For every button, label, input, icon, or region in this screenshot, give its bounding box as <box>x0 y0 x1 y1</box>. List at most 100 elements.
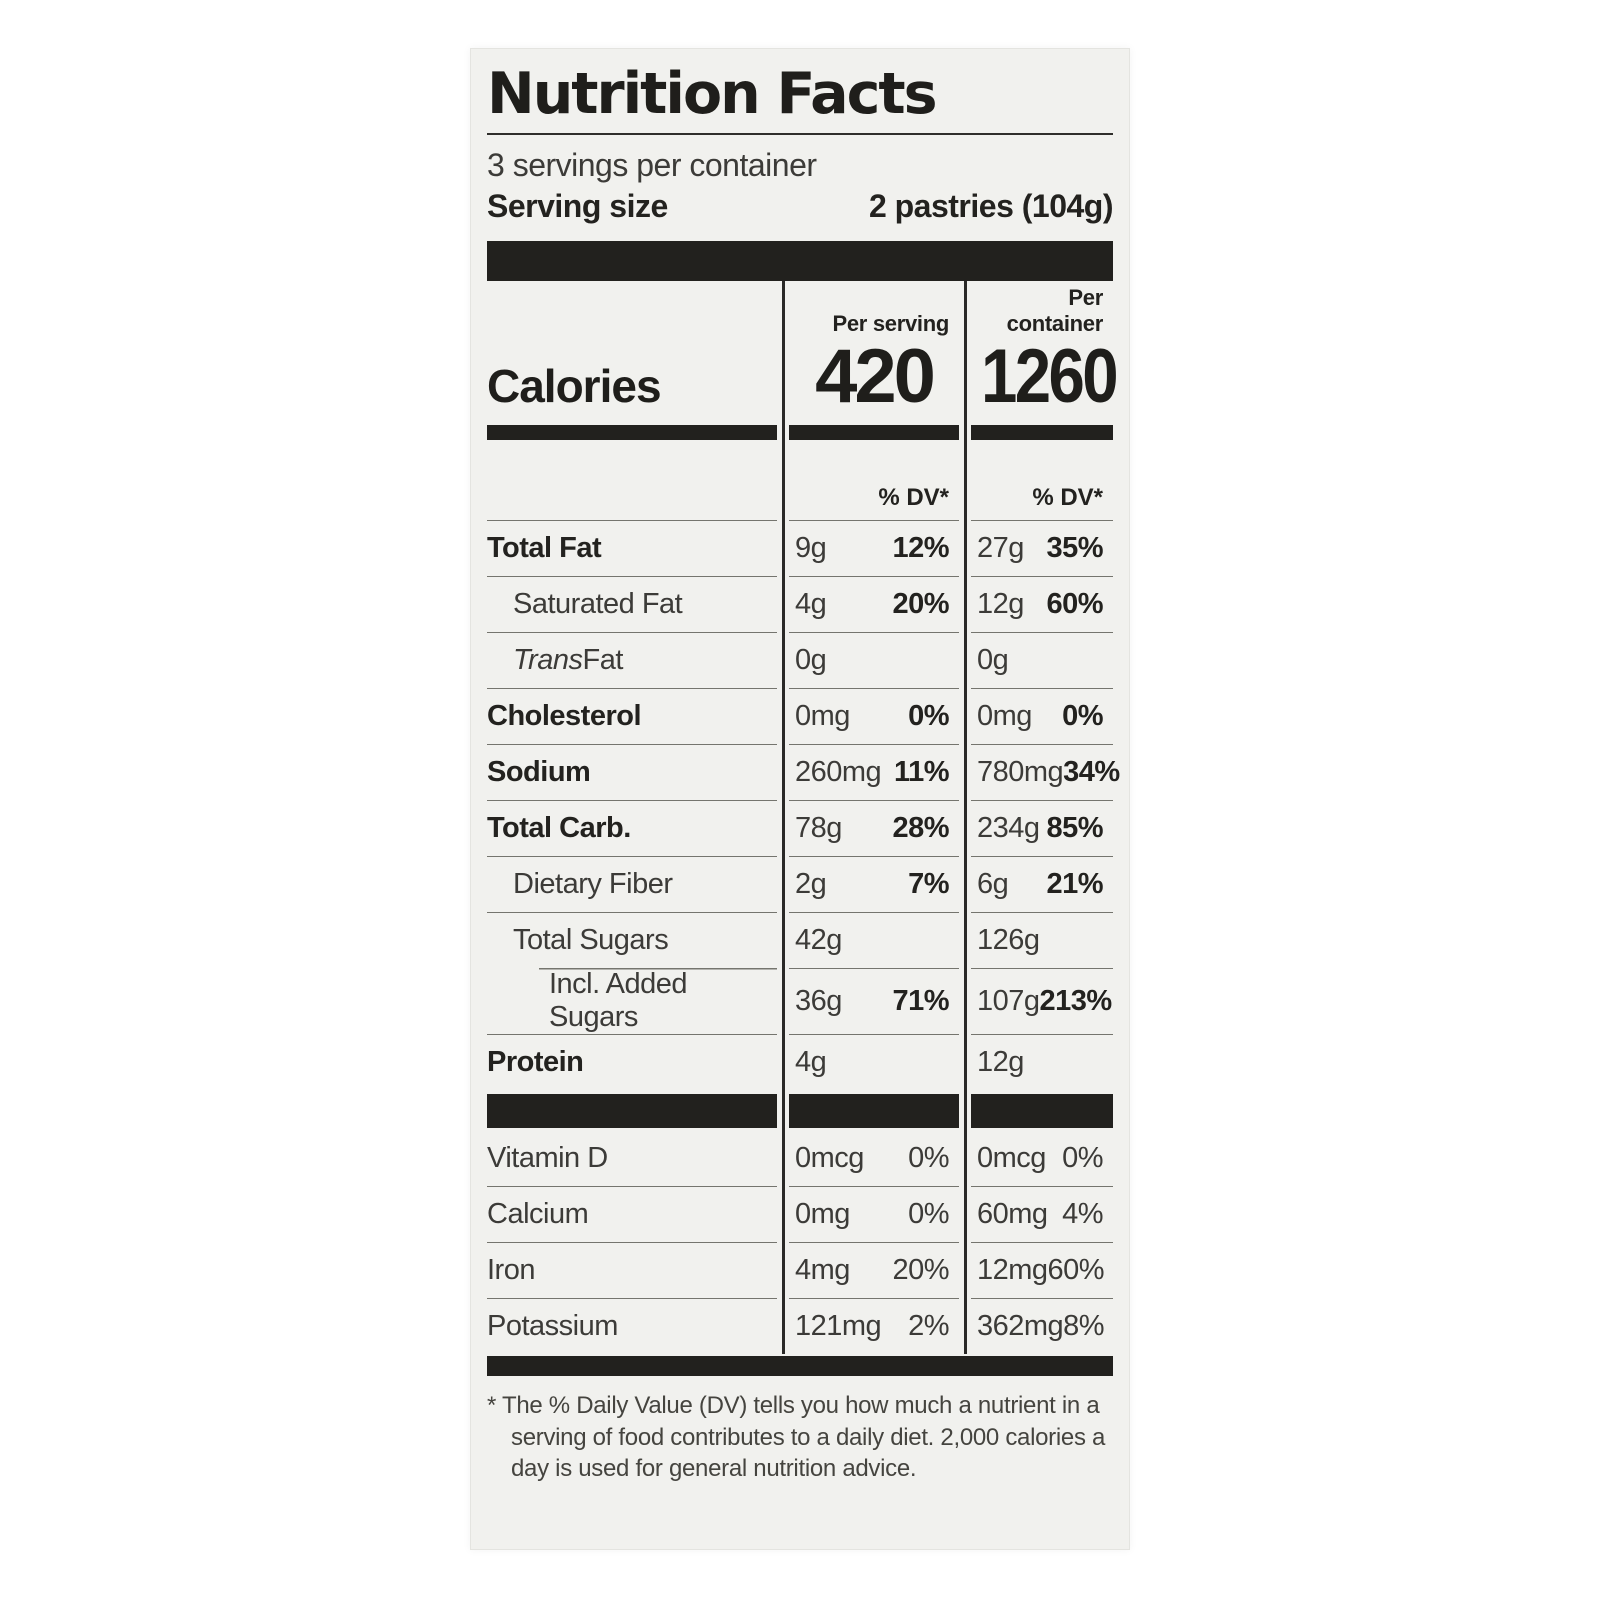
serving-amount: 42g <box>795 924 842 957</box>
nutrient-name: Cholesterol <box>487 688 777 744</box>
serving-cell: 0mcg 0% <box>789 1130 959 1186</box>
nutrient-name-text: Fat <box>582 644 623 677</box>
serving-cell: 4g <box>789 1034 959 1090</box>
nutrient-row: Dietary Fiber 2g 7% 6g 21% <box>487 856 1113 912</box>
vitamin-row: Iron 4mg 20% 12mg 60% <box>487 1242 1113 1298</box>
column-divider-1 <box>782 280 785 1355</box>
serving-dv: 28% <box>892 812 949 845</box>
nutrient-row: Incl. Added Sugars 36g 71% 107g 213% <box>487 968 1113 1035</box>
container-dv: 85% <box>1046 812 1103 845</box>
nutrient-name-italic: Trans <box>513 644 583 677</box>
container-amount: 362mg <box>977 1310 1064 1343</box>
serving-amount: 121mg <box>795 1310 882 1343</box>
nutrient-name-text: Vitamin D <box>487 1141 608 1174</box>
serving-cell: 4mg 20% <box>789 1242 959 1298</box>
vitamin-rows: Vitamin D 0mcg 0% 0mcg 0% Calcium 0mg 0% 60mg 4% I… <box>487 1130 1113 1354</box>
serving-amount: 78g <box>795 812 842 845</box>
column-divider-2 <box>964 280 967 1355</box>
container-cell: 0g <box>971 632 1113 688</box>
container-dv: 34% <box>1063 756 1120 789</box>
container-dv: 60% <box>1046 588 1103 621</box>
serving-amount: 4g <box>795 1046 827 1079</box>
calories-per-serving: 420 <box>815 333 936 419</box>
nutrient-row: Cholesterol 0mg 0% 0mg 0% <box>487 688 1113 744</box>
separator-bar-top <box>487 240 1113 281</box>
daily-value-footnote: * The % Daily Value (DV) tells you how m… <box>487 1392 1106 1483</box>
container-amount: 0g <box>977 644 1009 677</box>
nutrient-row: Total Fat 9g 12% 27g 35% <box>487 520 1113 576</box>
container-dv: 0% <box>1062 700 1103 733</box>
nutrition-facts-label: Nutrition Facts 3 servings per container… <box>470 48 1130 1550</box>
serving-cell: 121mg 2% <box>789 1298 959 1354</box>
container-amount: 0mcg <box>977 1141 1046 1174</box>
bar-segment <box>487 1094 777 1129</box>
nutrient-name-text: Total Sugars <box>513 924 669 957</box>
serving-amount: 0g <box>795 644 827 677</box>
serving-cell: 36g 71% <box>789 968 959 1034</box>
container-amount: 126g <box>977 924 1040 957</box>
serving-amount: 4mg <box>795 1254 850 1287</box>
serving-dv: 0% <box>908 1198 949 1231</box>
serving-cell: 2g 7% <box>789 856 959 912</box>
serving-dv: 20% <box>892 588 949 621</box>
container-cell: 6g 21% <box>971 856 1113 912</box>
container-cell: 126g <box>971 912 1113 968</box>
serving-cell: 4g 20% <box>789 576 959 632</box>
serving-dv: 11% <box>894 756 949 789</box>
serving-dv: 7% <box>908 868 949 901</box>
nutrient-row: Trans Fat 0g 0g <box>487 632 1113 688</box>
container-cell: 12mg 60% <box>971 1242 1113 1298</box>
calories-label: Calories <box>487 360 662 413</box>
container-dv: 8% <box>1063 1310 1105 1343</box>
container-amount: 60mg <box>977 1198 1048 1231</box>
nutrient-row: Saturated Fat 4g 20% 12g 60% <box>487 576 1113 632</box>
serving-size-row: Serving size 2 pastries (104g) <box>487 187 1114 225</box>
container-dv: 35% <box>1046 532 1103 565</box>
container-dv: 60% <box>1047 1254 1105 1287</box>
container-amount: 12g <box>977 588 1024 621</box>
underline-bar <box>789 425 959 441</box>
nutrient-name: Total Fat <box>487 520 777 576</box>
serving-cell: 260mg 11% <box>789 744 959 800</box>
nutrient-name: Dietary Fiber <box>487 856 777 912</box>
serving-amount: 0mg <box>795 1198 850 1231</box>
nutrient-name: Incl. Added Sugars <box>487 968 777 1035</box>
nutrient-row: Total Carb. 78g 28% 234g 85% <box>487 800 1113 856</box>
nutrient-name: Total Carb. <box>487 800 777 856</box>
container-dv: 213% <box>1039 985 1113 1018</box>
calories-underline-bars <box>487 425 1113 441</box>
serving-dv: 71% <box>892 985 949 1018</box>
nutrient-name: Potassium <box>487 1298 777 1354</box>
nutrient-name-text: Protein <box>487 1046 584 1079</box>
container-amount: 234g <box>977 812 1040 845</box>
underline-bar <box>971 425 1113 441</box>
vitamin-row: Vitamin D 0mcg 0% 0mcg 0% <box>487 1130 1113 1186</box>
serving-size-value: 2 pastries (104g) <box>868 187 1114 224</box>
serving-amount: 9g <box>795 532 827 565</box>
container-cell: 27g 35% <box>971 520 1113 576</box>
separator-bar-bottom <box>487 1356 1113 1377</box>
bar-segment <box>971 1094 1113 1129</box>
serving-dv: 2% <box>908 1310 949 1343</box>
nutrient-name: Calcium <box>487 1186 777 1242</box>
nutrient-name: Iron <box>487 1242 777 1298</box>
serving-cell: 78g 28% <box>789 800 959 856</box>
nutrient-name-text: Incl. Added Sugars <box>549 968 688 1034</box>
underline-bar <box>487 425 777 441</box>
nutrient-name-text: Calcium <box>487 1198 589 1231</box>
per-container-header: Per container <box>1006 284 1104 336</box>
vitamin-row: Potassium 121mg 2% 362mg 8% <box>487 1298 1113 1354</box>
per-serving-header: Per serving <box>832 310 949 336</box>
container-cell: 12g 60% <box>971 576 1113 632</box>
container-cell: 60mg 4% <box>971 1186 1113 1242</box>
serving-amount: 0mg <box>795 700 850 733</box>
container-cell: 362mg 8% <box>971 1298 1113 1354</box>
serving-amount: 0mcg <box>795 1141 864 1174</box>
servings-per-container: 3 servings per container <box>487 146 817 183</box>
container-amount: 12mg <box>977 1254 1048 1287</box>
serving-dv: 0% <box>908 1141 949 1174</box>
serving-cell: 42g <box>789 912 959 968</box>
serving-cell: 0mg 0% <box>789 688 959 744</box>
calories-per-container: 1260 <box>980 333 1119 419</box>
nutrient-name-text: Total Carb. <box>487 812 631 845</box>
